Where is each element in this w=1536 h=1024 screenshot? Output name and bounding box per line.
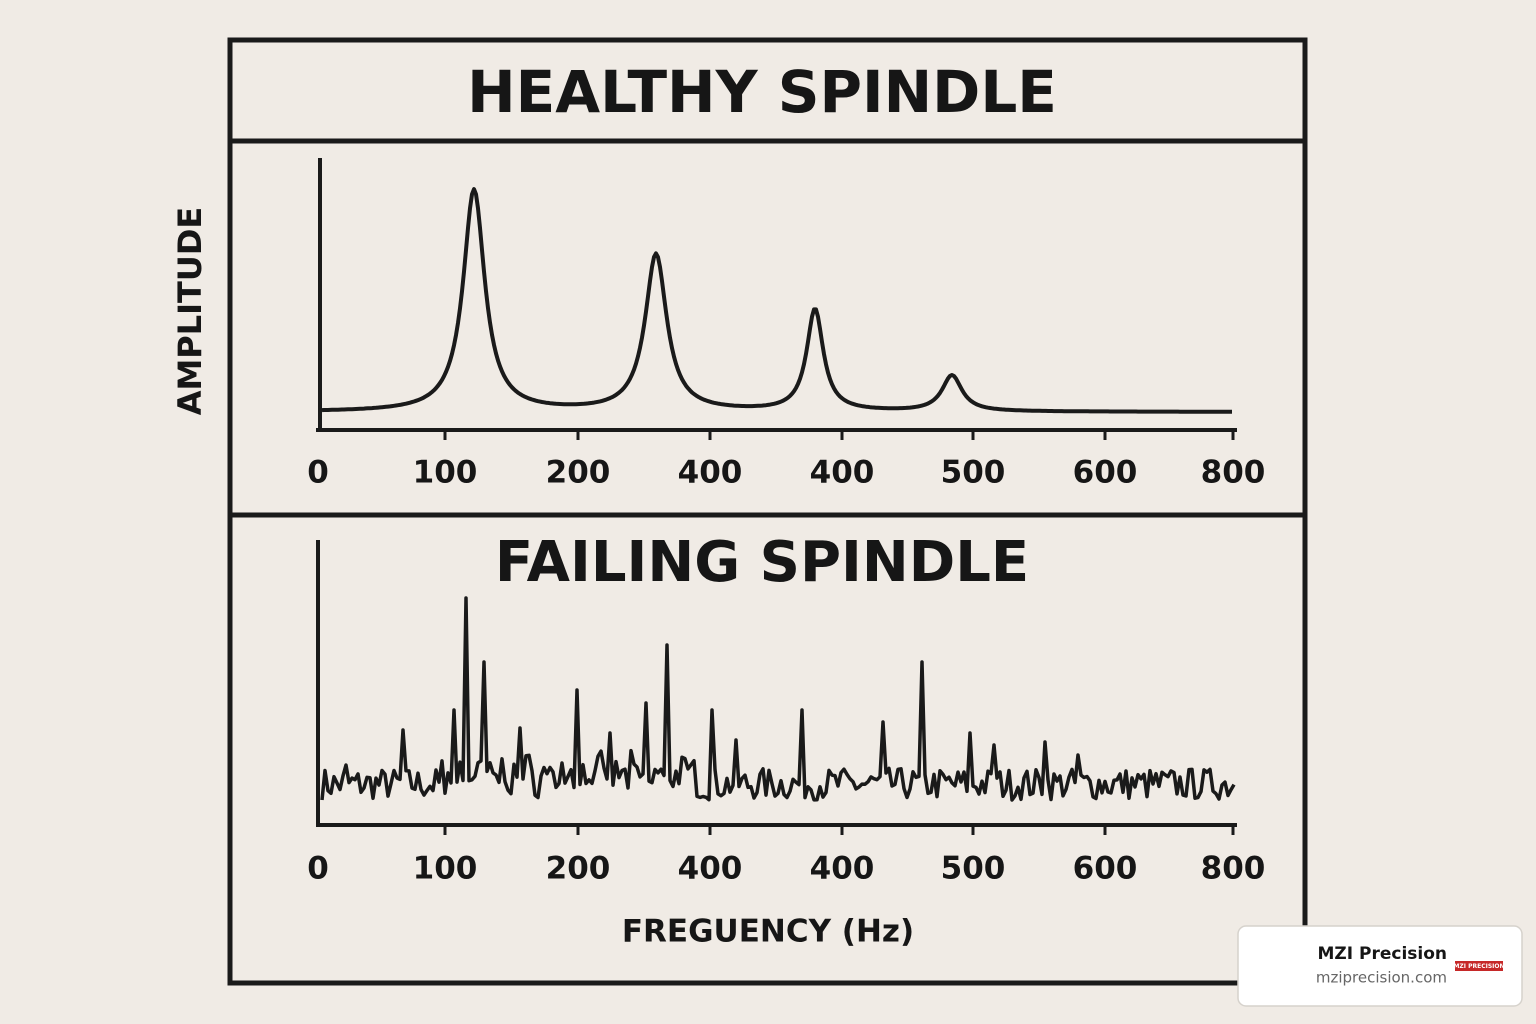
x-tick-label: 400 — [810, 851, 875, 887]
x-tick-label: 800 — [1201, 851, 1266, 887]
x-axis-label: FREGUENCY (Hz) — [622, 914, 914, 950]
x-tick-label: 500 — [941, 851, 1006, 887]
badge: MZI Precision mziprecision.com MZI PRECI… — [1237, 925, 1523, 1007]
y-axis-label: AMPLITUDE — [171, 207, 209, 416]
x-tick-label: 200 — [546, 851, 611, 887]
frame — [227, 37, 1308, 986]
x-tick-label: 400 — [678, 455, 743, 491]
x-tick-label: 400 — [678, 851, 743, 887]
x-tick-label: 100 — [413, 851, 478, 887]
badge-name: MZI Precision — [1318, 944, 1448, 964]
x-tick-label: 600 — [1073, 851, 1138, 887]
x-tick-label: 400 — [810, 455, 875, 491]
title: HEALTHY SPINDLE — [467, 58, 1057, 126]
x-tick-label: 0 — [307, 851, 329, 887]
badge-logo: MZI PRECISION — [1453, 963, 1504, 970]
badge-logo-box — [1455, 961, 1503, 971]
x-tick-label: 0 — [307, 455, 329, 491]
x-tick-label: 200 — [546, 455, 611, 491]
badge-box — [1237, 925, 1523, 1007]
title: FAILING SPINDLE — [495, 530, 1029, 595]
x-tick-label: 800 — [1201, 455, 1266, 491]
axes: 0 100 200 400 400 500 600 800 0 100 200 400 400 500 60… — [307, 158, 1265, 887]
x-tick-label: 500 — [941, 455, 1006, 491]
healthy-curve — [321, 187, 1232, 414]
x-tick-label: 600 — [1073, 455, 1138, 491]
failing-curve — [320, 596, 1236, 802]
x-tick-label: 100 — [413, 455, 478, 491]
badge-url: mziprecision.com — [1316, 969, 1447, 987]
